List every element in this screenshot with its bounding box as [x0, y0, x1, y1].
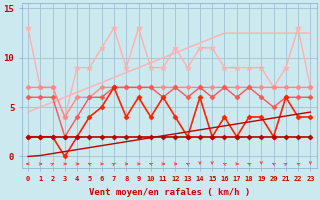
X-axis label: Vent moyen/en rafales ( km/h ): Vent moyen/en rafales ( km/h ): [89, 188, 250, 197]
